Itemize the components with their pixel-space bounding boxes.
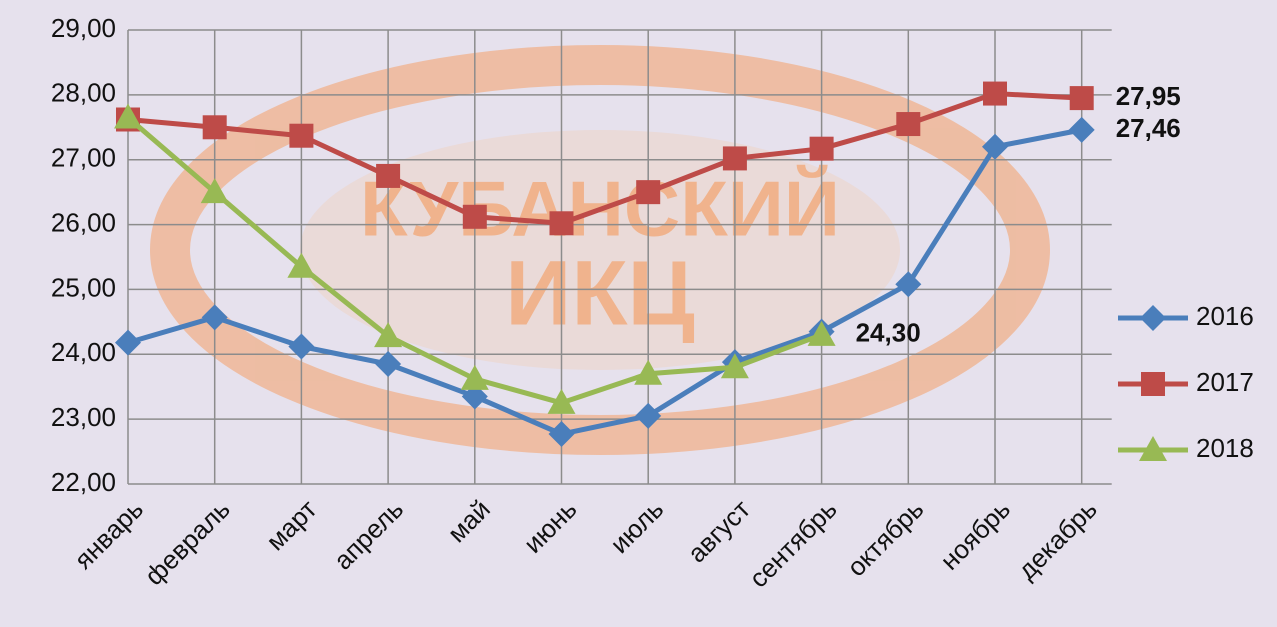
point-marker [1069, 86, 1094, 111]
point-marker [722, 146, 747, 171]
legend-marker [1141, 372, 1165, 396]
y-tick-label: 29,00 [51, 13, 116, 43]
point-marker [983, 81, 1007, 106]
point-marker [548, 421, 575, 448]
x-tick-label: май [442, 494, 496, 548]
y-tick-label: 25,00 [51, 272, 116, 302]
point-marker [375, 351, 402, 378]
watermark-ring [150, 45, 1050, 455]
x-tick-label: ноябрь [934, 494, 1016, 576]
point-marker [636, 180, 661, 205]
point-marker [460, 364, 489, 390]
point-marker [462, 204, 487, 229]
series-line [127, 91, 1082, 226]
point-marker [982, 133, 1008, 160]
series-line [127, 127, 1083, 437]
point-marker [547, 388, 576, 414]
y-tick-label: 27,00 [51, 143, 116, 173]
x-tick-label: сентябрь [743, 494, 842, 593]
point-marker [374, 322, 403, 348]
watermark-core [300, 130, 900, 370]
legend-marker [1139, 436, 1167, 461]
legend-label: 2016 [1196, 301, 1254, 331]
point-marker [1068, 116, 1095, 143]
point-marker [809, 136, 834, 161]
x-tick-label: январь [68, 494, 149, 575]
x-tick-label: апрель [328, 494, 410, 576]
data-label: 27,46 [1116, 113, 1181, 143]
x-tick-label: декабрь [1012, 494, 1103, 585]
point-marker [720, 353, 749, 379]
y-tick-label: 23,00 [51, 402, 116, 432]
data-label: 27,95 [1116, 81, 1181, 111]
point-marker [200, 178, 229, 204]
x-tick-label: октябрь [841, 494, 929, 582]
point-marker [549, 211, 574, 236]
point-marker [896, 112, 921, 137]
point-marker [287, 252, 316, 278]
data-label: 24,30 [856, 318, 921, 348]
point-marker [201, 304, 228, 331]
x-tick-label: июль [604, 494, 669, 559]
point-marker [115, 329, 141, 356]
watermark [150, 45, 1050, 455]
legend-marker [1140, 305, 1166, 331]
point-marker [807, 320, 836, 346]
point-marker [202, 115, 227, 140]
x-tick-label: июнь [518, 494, 583, 559]
y-tick-label: 24,00 [51, 337, 116, 367]
legend-label: 2017 [1196, 367, 1254, 397]
point-marker [288, 333, 315, 360]
point-marker [114, 103, 142, 129]
point-marker [895, 271, 922, 298]
point-marker [634, 359, 663, 385]
watermark-text: ИКЦ [505, 242, 694, 344]
point-marker [289, 123, 314, 148]
x-tick-label: февраль [139, 494, 236, 591]
point-marker [461, 383, 488, 410]
legend-label: 2018 [1196, 433, 1254, 463]
y-tick-label: 22,00 [51, 467, 116, 497]
x-tick-label: март [260, 494, 322, 556]
y-tick-label: 26,00 [51, 207, 116, 237]
point-marker [376, 163, 401, 188]
x-tick-label: август [681, 494, 756, 569]
point-marker [635, 402, 662, 429]
y-tick-label: 28,00 [51, 78, 116, 108]
